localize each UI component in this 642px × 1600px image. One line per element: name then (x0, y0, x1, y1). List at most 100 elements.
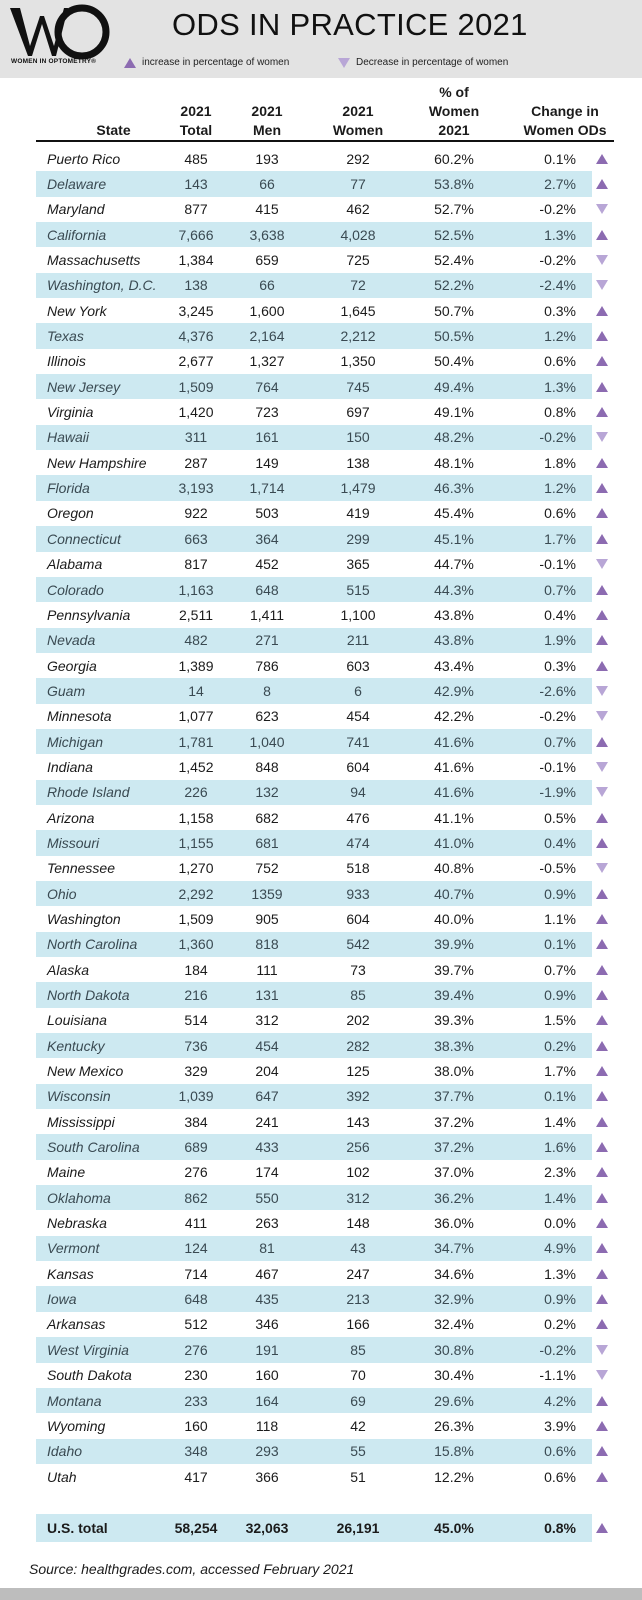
triangle-down-icon (338, 57, 350, 68)
change-cell: 1.4% (544, 1113, 576, 1130)
men-cell: 66 (259, 277, 275, 294)
men-cell: 648 (255, 581, 279, 598)
change-cell: 4.9% (544, 1240, 576, 1257)
total-cell: 7,666 (178, 226, 214, 243)
percent-women-cell: 53.8% (434, 176, 474, 193)
row-band (36, 1033, 592, 1059)
men-cell: 1,600 (249, 302, 285, 319)
row-band (36, 728, 592, 755)
change-direction-icon (594, 1337, 610, 1362)
state-cell: Minnesota (47, 708, 112, 725)
percent-women-cell: 43.4% (434, 657, 474, 674)
percent-women-cell: 30.8% (434, 1341, 474, 1358)
women-cell: 933 (346, 885, 370, 902)
percent-women-cell: 39.4% (434, 987, 474, 1004)
women-cell: 312 (346, 1189, 370, 1206)
men-cell: 647 (255, 1088, 279, 1105)
change-cell: 1.3% (544, 378, 576, 395)
triangle-up-icon (596, 1420, 608, 1431)
change-cell: 4.2% (544, 1392, 576, 1409)
state-cell: Vermont (47, 1240, 100, 1257)
total-cell: 311 (184, 429, 208, 446)
women-cell: 85 (350, 1341, 366, 1358)
change-cell: 0.1% (544, 1088, 576, 1105)
change-cell: 1.3% (544, 1265, 576, 1282)
total-men: 32,063 (245, 1520, 289, 1536)
women-cell: 392 (346, 1088, 370, 1105)
state-cell: Maryland (47, 201, 105, 218)
women-cell: 69 (350, 1392, 366, 1409)
state-cell: Idaho (47, 1443, 83, 1460)
state-cell: Iowa (47, 1291, 77, 1308)
state-cell: Alaska (47, 961, 90, 978)
state-cell: Nebraska (47, 1215, 107, 1232)
change-direction-icon (594, 1363, 610, 1388)
men-cell: 149 (255, 454, 279, 471)
percent-women-cell: 12.2% (434, 1468, 474, 1485)
total-cell: 1,163 (178, 581, 214, 598)
men-cell: 3,638 (249, 226, 285, 243)
total-cell: 1,158 (178, 809, 214, 826)
percent-women-cell: 48.1% (434, 454, 474, 471)
men-cell: 271 (255, 632, 279, 649)
percent-women-cell: 15.8% (434, 1443, 474, 1460)
column-header-state: State (96, 122, 131, 138)
state-cell: Delaware (47, 176, 107, 193)
change-cell: 0.7% (544, 581, 576, 598)
women-cell: 213 (346, 1291, 370, 1308)
men-cell: 8 (263, 682, 271, 699)
triangle-up-icon (596, 153, 608, 164)
change-direction-icon (594, 1160, 610, 1185)
change-direction-icon (594, 577, 610, 602)
women-cell: 43 (350, 1240, 366, 1257)
total-cell: 514 (184, 1012, 208, 1029)
table-row: Ohio 2,292 1359 933 40.7% 0.9% (36, 880, 614, 907)
percent-women-cell: 42.2% (434, 708, 474, 725)
change-direction-icon (594, 729, 610, 754)
change-cell: 0.0% (544, 1215, 576, 1232)
women-cell: 741 (346, 733, 370, 750)
state-cell: Washington, D.C. (47, 277, 157, 294)
row-band (36, 1337, 592, 1363)
source-note: Source: healthgrades.com, accessed Febru… (29, 1561, 355, 1577)
total-cell: 862 (184, 1189, 208, 1206)
percent-women-cell: 36.0% (434, 1215, 474, 1232)
change-direction-icon (594, 1388, 610, 1413)
total-cell: 230 (184, 1367, 208, 1384)
percent-women-cell: 40.7% (434, 885, 474, 902)
total-cell: 1,039 (178, 1088, 214, 1105)
women-cell: 419 (346, 505, 370, 522)
women-cell: 148 (346, 1215, 370, 1232)
table-row: Pennsylvania 2,511 1,411 1,100 43.8% 0.4% (36, 602, 614, 627)
state-cell: Arizona (47, 809, 95, 826)
state-cell: Virginia (47, 404, 94, 421)
row-band (36, 880, 592, 907)
total-label: U.S. total (47, 1520, 108, 1536)
state-cell: Oklahoma (47, 1189, 111, 1206)
men-cell: 191 (255, 1341, 279, 1358)
table-row: Alaska 184 111 73 39.7% 0.7% (36, 957, 614, 982)
women-cell: 604 (346, 758, 370, 775)
change-direction-icon (594, 273, 610, 298)
men-cell: 132 (255, 784, 279, 801)
row-band (36, 982, 592, 1008)
state-cell: Pennsylvania (47, 606, 131, 623)
triangle-up-icon (596, 1446, 608, 1457)
change-cell: -0.2% (539, 708, 576, 725)
men-cell: 623 (255, 708, 279, 725)
percent-women-cell: 48.2% (434, 429, 474, 446)
women-cell: 454 (346, 708, 370, 725)
women-cell: 462 (346, 201, 370, 218)
state-cell: Massachusetts (47, 252, 141, 269)
change-direction-icon (594, 602, 610, 627)
table-row: Rhode Island 226 132 94 41.6% -1.9% (36, 779, 614, 805)
total-cell: 233 (184, 1392, 208, 1409)
change-cell: 1.4% (544, 1189, 576, 1206)
total-cell: 276 (184, 1164, 208, 1181)
change-direction-icon (594, 957, 610, 982)
men-cell: 293 (255, 1443, 279, 1460)
percent-women-cell: 34.6% (434, 1265, 474, 1282)
page-title: ODS IN PRACTICE 2021 (172, 7, 528, 42)
change-cell: 1.2% (544, 480, 576, 497)
men-cell: 366 (255, 1468, 279, 1485)
